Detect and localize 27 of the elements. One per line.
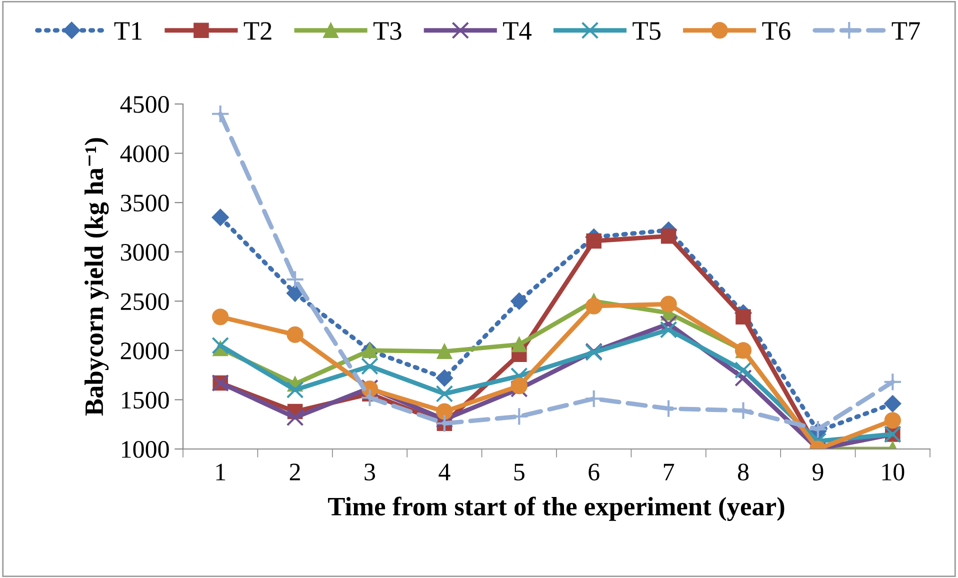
y-tick-label: 3500 <box>121 194 169 212</box>
x-tick-label: 3 <box>364 464 376 480</box>
x-axis-title: Time from start of the experiment (year) <box>328 496 784 521</box>
legend-label: T2 <box>244 22 272 40</box>
x-tick-label: 4 <box>438 464 450 480</box>
y-tick-label: 1000 <box>122 441 169 458</box>
x-tick-label: 10 <box>882 464 904 480</box>
x-tick-label: 8 <box>738 464 749 480</box>
legend-label: T1 <box>114 22 142 40</box>
legend-label: T4 <box>503 22 532 40</box>
x-tick-label: 9 <box>812 464 824 480</box>
legend-label: T3 <box>373 22 402 40</box>
y-tick-label: 4500 <box>120 96 169 113</box>
y-tick-label: 2500 <box>120 293 169 310</box>
y-tick-label: 1500 <box>122 392 169 409</box>
y-tick-label: 4000 <box>120 145 169 162</box>
legend-label: T5 <box>632 22 660 40</box>
x-tick-label: 1 <box>216 464 226 480</box>
x-tick-label: 6 <box>588 464 600 480</box>
y-tick-label: 3000 <box>121 244 169 261</box>
x-tick-label: 5 <box>514 464 524 480</box>
x-tick-label: 2 <box>290 464 300 480</box>
legend-label: T6 <box>762 22 790 40</box>
legend-label: T7 <box>892 22 920 40</box>
y-axis-title: Babycorn yield (kg ha⁻¹) <box>84 138 109 416</box>
y-tick-label: 2000 <box>120 342 169 360</box>
x-tick-label: 7 <box>664 464 674 480</box>
